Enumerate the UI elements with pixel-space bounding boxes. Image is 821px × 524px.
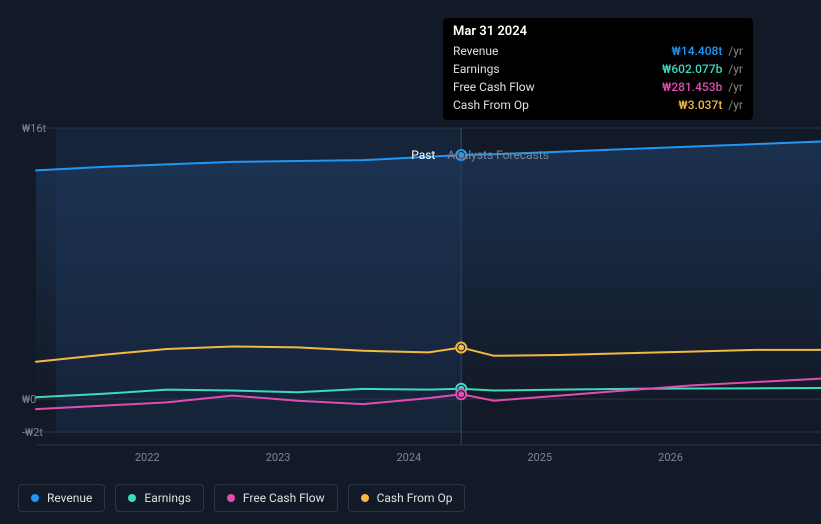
tooltip-metric-value: ₩281.453b [662, 80, 722, 94]
x-axis-label: 2022 [135, 451, 160, 464]
tooltip-metric-value: ₩3.037t [678, 98, 722, 112]
y-axis-label: ₩16t [22, 122, 46, 135]
legend-label: Earnings [144, 491, 191, 505]
tooltip-unit: /yr [725, 62, 743, 76]
legend-dot-icon [227, 494, 235, 502]
tooltip-metric-label: Free Cash Flow [453, 80, 535, 94]
forecast-label: Analysts Forecasts [447, 148, 549, 162]
tooltip-title: Mar 31 2024 [453, 24, 743, 39]
tooltip-row: Cash From Op ₩3.037t /yr [453, 96, 743, 114]
x-axis-label: 2023 [266, 451, 291, 464]
y-axis-label: ₩0 [22, 393, 36, 406]
legend-dot-icon [361, 494, 369, 502]
chart-tooltip: Mar 31 2024 Revenue ₩14.408t /yr Earnings ₩… [443, 18, 753, 120]
legend-item-cash-from-op[interactable]: Cash From Op [348, 484, 466, 512]
x-axis-label: 2026 [658, 451, 683, 464]
tooltip-metric-label: Earnings [453, 62, 500, 76]
y-axis-label: -₩2t [22, 426, 43, 439]
legend-label: Revenue [47, 491, 92, 505]
tooltip-metric-value: ₩14.408t [672, 44, 723, 58]
x-axis-label: 2025 [527, 451, 552, 464]
legend-item-earnings[interactable]: Earnings [115, 484, 204, 512]
past-forecast-labels: Past Analysts Forecasts [411, 148, 549, 162]
tooltip-row: Free Cash Flow ₩281.453b /yr [453, 78, 743, 96]
legend-item-revenue[interactable]: Revenue [18, 484, 105, 512]
tooltip-row: Earnings ₩602.077b /yr [453, 60, 743, 78]
chart-legend: Revenue Earnings Free Cash Flow Cash From O… [18, 484, 465, 512]
tooltip-unit: /yr [725, 98, 743, 112]
legend-item-free-cash-flow[interactable]: Free Cash Flow [214, 484, 338, 512]
past-label: Past [411, 148, 435, 162]
tooltip-metric-value: ₩602.077b [662, 62, 722, 76]
legend-label: Cash From Op [377, 491, 453, 505]
tooltip-unit: /yr [725, 80, 743, 94]
legend-dot-icon [31, 494, 39, 502]
x-axis-label: 2024 [397, 451, 422, 464]
tooltip-metric-label: Cash From Op [453, 98, 529, 112]
tooltip-row: Revenue ₩14.408t /yr [453, 42, 743, 60]
legend-label: Free Cash Flow [243, 491, 325, 505]
legend-dot-icon [128, 494, 136, 502]
tooltip-metric-label: Revenue [453, 44, 498, 58]
tooltip-unit: /yr [725, 44, 743, 58]
